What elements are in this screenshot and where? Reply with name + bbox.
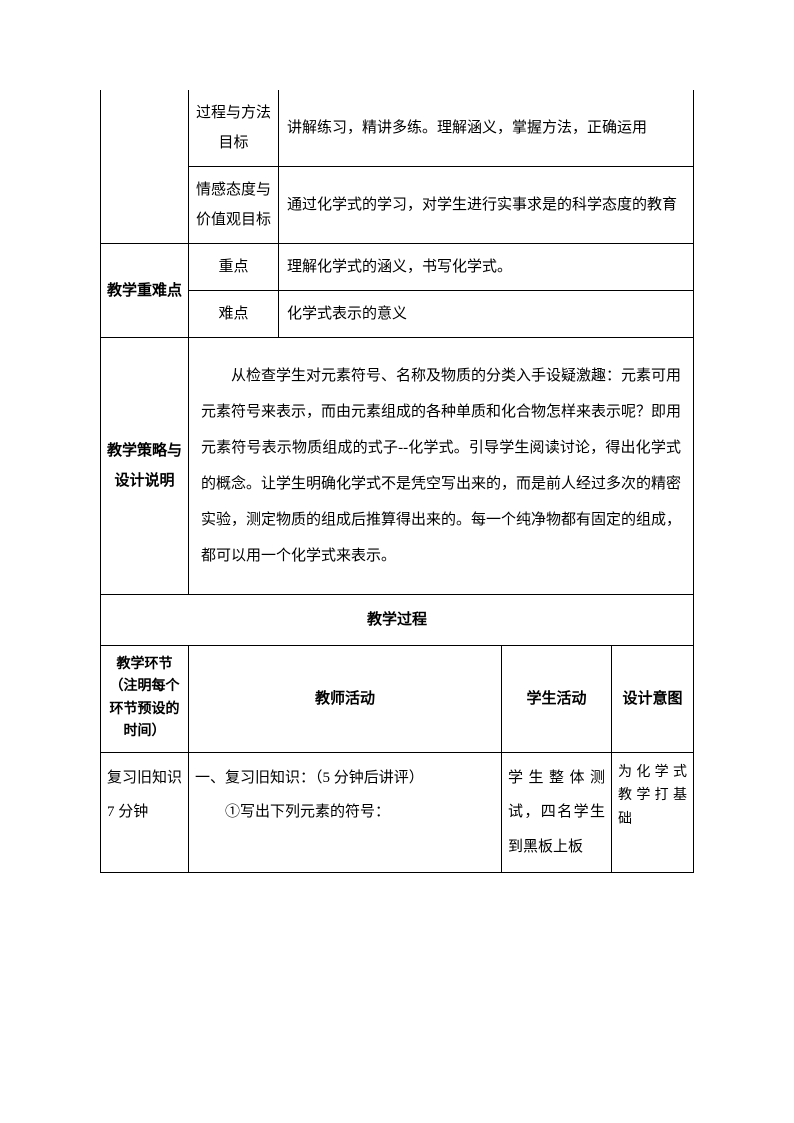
difficulty-label: 教学重难点 xyxy=(101,244,189,338)
table-row: 教学策略与设计说明 从检查学生对元素符号、名称及物质的分类入手设疑激趣：元素可用… xyxy=(101,338,694,595)
strategy-text: 从检查学生对元素符号、名称及物质的分类入手设疑激趣：元素可用元素符号来表示，而由… xyxy=(201,358,681,574)
strategy-label: 教学策略与设计说明 xyxy=(101,338,189,595)
process-col2-header: 教师活动 xyxy=(189,646,502,752)
attitude-label: 情感态度与价值观目标 xyxy=(189,167,279,244)
table-row: 教学过程 xyxy=(101,595,694,646)
key-point-label: 重点 xyxy=(189,244,279,291)
process-col1-header: 教学环节（注明每个环节预设的时间） xyxy=(101,646,189,752)
teacher-line1: 一、复习旧知识：（5 分钟后讲评） xyxy=(195,770,424,786)
hard-point-content: 化学式表示的意义 xyxy=(279,291,694,338)
lesson-plan-table: 过程与方法目标 讲解练习，精讲多练。理解涵义，掌握方法，正确运用 情感态度与价值… xyxy=(100,90,694,646)
process-method-content: 讲解练习，精讲多练。理解涵义，掌握方法，正确运用 xyxy=(279,90,694,167)
process-method-label: 过程与方法目标 xyxy=(189,90,279,167)
teaching-process-table: 教学环节（注明每个环节预设的时间） 教师活动 学生活动 设计意图 复习旧知识 7… xyxy=(100,646,694,873)
student-activity-cell: 学生整体测试，四名学生到黑板上板 xyxy=(502,752,612,873)
process-col3-header: 学生活动 xyxy=(502,646,612,752)
process-header: 教学过程 xyxy=(101,595,694,646)
attitude-content: 通过化学式的学习，对学生进行实事求是的科学态度的教育 xyxy=(279,167,694,244)
process-col4-header: 设计意图 xyxy=(612,646,694,752)
phase-cell: 复习旧知识 7 分钟 xyxy=(101,752,189,873)
goals-label-cell xyxy=(101,90,189,244)
table-row: 教学重难点 重点 理解化学式的涵义，书写化学式。 xyxy=(101,244,694,291)
intent-cell: 为化学式教学打基础 xyxy=(612,752,694,873)
table-row: 情感态度与价值观目标 通过化学式的学习，对学生进行实事求是的科学态度的教育 xyxy=(101,167,694,244)
teacher-line2: ①写出下列元素的符号： xyxy=(195,795,495,830)
table-row: 难点 化学式表示的意义 xyxy=(101,291,694,338)
hard-point-label: 难点 xyxy=(189,291,279,338)
teacher-activity-cell: 一、复习旧知识：（5 分钟后讲评） ①写出下列元素的符号： xyxy=(189,752,502,873)
table-row: 过程与方法目标 讲解练习，精讲多练。理解涵义，掌握方法，正确运用 xyxy=(101,90,694,167)
table-row: 教学环节（注明每个环节预设的时间） 教师活动 学生活动 设计意图 xyxy=(101,646,694,752)
key-point-content: 理解化学式的涵义，书写化学式。 xyxy=(279,244,694,291)
table-row: 复习旧知识 7 分钟 一、复习旧知识：（5 分钟后讲评） ①写出下列元素的符号：… xyxy=(101,752,694,873)
strategy-content-cell: 从检查学生对元素符号、名称及物质的分类入手设疑激趣：元素可用元素符号来表示，而由… xyxy=(189,338,694,595)
